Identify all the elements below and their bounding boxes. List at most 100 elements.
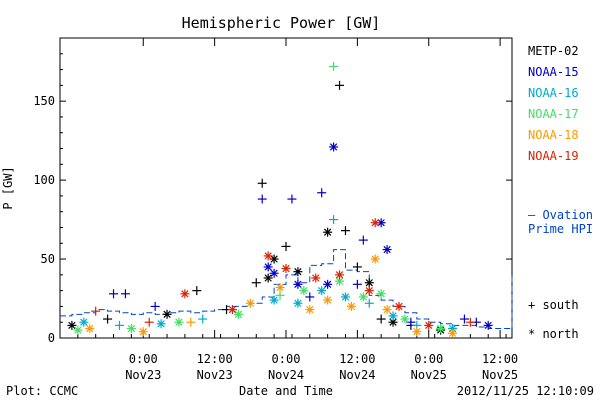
south-marker bbox=[358, 235, 368, 245]
marker-stroke bbox=[377, 219, 385, 227]
marker-stroke bbox=[401, 315, 409, 323]
north-marker bbox=[79, 317, 89, 327]
south-marker bbox=[340, 226, 350, 236]
south-marker bbox=[281, 241, 291, 251]
south-marker bbox=[103, 314, 113, 324]
marker-stroke bbox=[383, 245, 391, 254]
marker-stroke bbox=[323, 280, 332, 288]
south-marker bbox=[257, 194, 267, 204]
marker-stroke bbox=[300, 286, 308, 295]
legend-entry: METP-02 bbox=[528, 44, 579, 58]
marker-stroke bbox=[294, 299, 302, 307]
north-marker bbox=[293, 298, 303, 308]
ovation-label-line1: – Ovation bbox=[528, 208, 593, 222]
marker-stroke bbox=[306, 305, 314, 314]
north-marker bbox=[269, 295, 279, 305]
north-marker bbox=[483, 320, 493, 330]
marker-stroke bbox=[246, 299, 254, 307]
south-marker bbox=[114, 320, 124, 330]
marker-stroke bbox=[234, 310, 243, 318]
north-marker bbox=[162, 309, 172, 319]
x-tick-date: Nov25 bbox=[411, 368, 447, 382]
marker-stroke bbox=[448, 329, 457, 337]
x-axis-label: Date and Time bbox=[239, 384, 333, 398]
x-tick-time: 12:00 bbox=[339, 352, 375, 366]
marker-legend-entry: * north bbox=[528, 327, 579, 341]
south-marker bbox=[329, 61, 339, 71]
marker-legend-entry: + south bbox=[528, 298, 579, 312]
north-marker bbox=[275, 282, 285, 292]
north-marker bbox=[424, 320, 434, 330]
marker-stroke bbox=[484, 321, 492, 330]
south-marker bbox=[329, 215, 339, 225]
marker-stroke bbox=[163, 310, 171, 318]
legend: METP-02 NOAA-15 NOAA-16 NOAA-17 NOAA-18 NOAA-… bbox=[528, 44, 579, 163]
north-marker bbox=[263, 262, 273, 272]
north-marker bbox=[269, 268, 279, 278]
north-marker bbox=[281, 264, 291, 274]
north-marker bbox=[126, 324, 136, 334]
x-tick-date: Nov24 bbox=[268, 368, 304, 382]
north-marker bbox=[394, 301, 404, 311]
marker-stroke bbox=[276, 283, 284, 292]
north-marker bbox=[138, 327, 148, 337]
marker-stroke bbox=[389, 318, 397, 326]
south-marker bbox=[198, 314, 208, 324]
ovation-label-line2: Prime HPI bbox=[528, 222, 593, 236]
marker-stroke bbox=[264, 263, 272, 271]
marker-stroke bbox=[371, 219, 379, 227]
north-marker bbox=[364, 286, 374, 296]
marker-stroke bbox=[341, 293, 350, 301]
marker-stroke bbox=[359, 293, 367, 301]
marker-stroke bbox=[389, 312, 397, 320]
plot-area bbox=[59, 37, 513, 339]
x-tick-date: Nov25 bbox=[482, 368, 518, 382]
y-axis: 0 50 100 150 bbox=[33, 53, 512, 345]
south-marker bbox=[317, 188, 327, 198]
north-marker bbox=[370, 254, 380, 264]
marker-stroke bbox=[175, 318, 183, 326]
north-marker bbox=[448, 328, 458, 338]
y-tick-label: 0 bbox=[48, 331, 55, 345]
north-marker bbox=[340, 292, 350, 302]
chart-title: Hemispheric Power [GW] bbox=[182, 14, 381, 32]
marker-stroke bbox=[312, 274, 320, 282]
north-marker bbox=[85, 324, 95, 334]
y-tick-label: 100 bbox=[33, 173, 55, 187]
north-marker bbox=[227, 305, 237, 315]
north-marker bbox=[245, 298, 255, 308]
marker-stroke bbox=[335, 271, 344, 279]
data-markers bbox=[67, 61, 493, 338]
legend-entry: NOAA-16 bbox=[528, 86, 579, 100]
south-marker bbox=[150, 301, 160, 311]
x-tick-time: 0:00 bbox=[414, 352, 443, 366]
south-marker bbox=[465, 317, 475, 327]
south-marker bbox=[459, 314, 469, 324]
north-marker bbox=[370, 218, 380, 228]
south-marker bbox=[91, 306, 101, 316]
south-marker bbox=[364, 298, 374, 308]
marker-stroke bbox=[323, 296, 332, 304]
x-tick-time: 12:00 bbox=[197, 352, 233, 366]
north-marker bbox=[180, 289, 190, 299]
legend-entry: NOAA-18 bbox=[528, 128, 579, 142]
legend-entry: NOAA-15 bbox=[528, 65, 579, 79]
south-marker bbox=[287, 194, 297, 204]
marker-stroke bbox=[68, 321, 76, 330]
marker-stroke bbox=[371, 255, 379, 263]
marker-stroke bbox=[436, 324, 445, 333]
marker-stroke bbox=[86, 324, 94, 333]
marker-stroke bbox=[228, 305, 237, 314]
footer-timestamp: 2012/11/25 12:10:09 bbox=[457, 384, 594, 398]
y-tick-label: 50 bbox=[41, 252, 55, 266]
marker-stroke bbox=[347, 302, 356, 311]
south-marker bbox=[186, 317, 196, 327]
x-tick-date: Nov23 bbox=[197, 368, 233, 382]
x-tick-time: 0:00 bbox=[272, 352, 301, 366]
marker-stroke bbox=[395, 302, 403, 311]
north-marker bbox=[317, 286, 327, 296]
legend-entry: NOAA-19 bbox=[528, 149, 579, 163]
north-marker bbox=[323, 227, 333, 237]
legend-entry: NOAA-17 bbox=[528, 107, 579, 121]
north-marker bbox=[335, 270, 345, 280]
